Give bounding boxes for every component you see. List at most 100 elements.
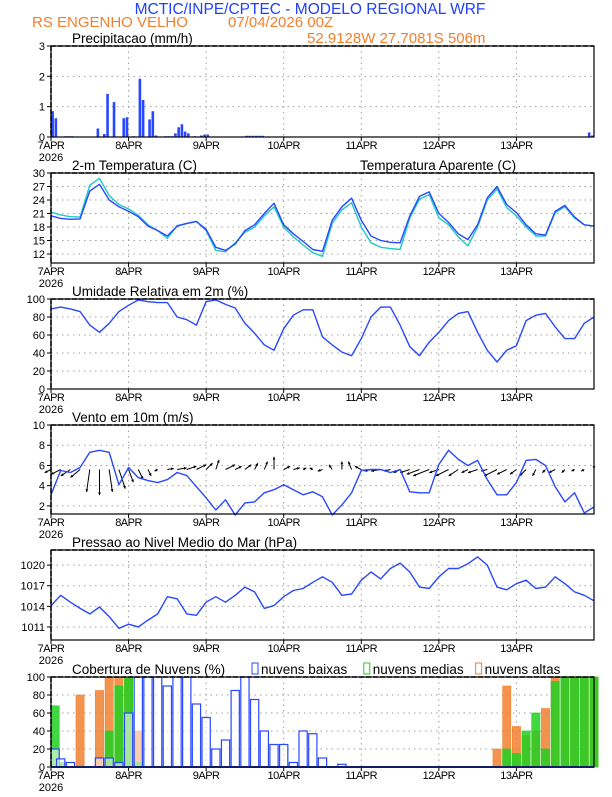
wind-arrow-head [435, 473, 439, 477]
x-tick-label: 13APR [500, 770, 533, 782]
precip-bar [174, 133, 177, 137]
wind-arrow-head [413, 473, 417, 477]
cloud-bar-nuvens-baixas [123, 712, 134, 768]
x-tick-label: 9APR [193, 770, 220, 782]
wind-arrow-head [203, 464, 207, 468]
wind-arrow [154, 468, 158, 472]
cloud-bar-nuvens-medias [570, 676, 580, 768]
cloud-bar-nuvens-baixas [269, 743, 279, 768]
x-tick-label: 9APR [193, 643, 220, 655]
series-line [50, 299, 595, 363]
wind-arrow [98, 469, 101, 496]
wind-arrow [532, 469, 537, 477]
panel-title: Precipitacao (mm/h) [72, 31, 193, 46]
precip-bar [96, 128, 100, 137]
wind-arrow [60, 469, 71, 477]
wind-arrow [580, 468, 585, 472]
wind-arrow [541, 469, 546, 474]
cloud-bar-nuvens-baixas [259, 730, 270, 768]
wind-arrow-head [581, 468, 585, 472]
wind-arrow [435, 469, 449, 477]
x-tick-label: 7APR [38, 392, 65, 404]
y-tick-label: 100 [27, 672, 45, 684]
wind-arrow [225, 464, 236, 470]
cloud-bar-nuvens-medias [579, 676, 589, 768]
x-tick-label: 9APR [193, 140, 220, 152]
x-tick-label: 9APR [193, 517, 220, 529]
cloud-bar-nuvens-baixas [201, 716, 211, 768]
wind-arrow-head [548, 470, 552, 473]
panel-pressure: 1011 1014 1017 1020 7APR 8APR 9APR 10APR 11APR 12… [21, 535, 595, 667]
wind-arrow [205, 462, 213, 470]
wind-arrow [235, 465, 242, 470]
wind-arrow-head [265, 461, 268, 465]
y-tick-label: 60 [33, 708, 45, 720]
wind-arrow-head [561, 469, 565, 473]
wind-arrow [272, 456, 276, 470]
wind-arrow [347, 461, 353, 470]
wind-arrow-head [70, 474, 74, 478]
cloud-bar-nuvens-baixas [240, 676, 250, 768]
x-tick-label: 8APR [115, 643, 142, 655]
x-tick-label: 8APR [115, 770, 142, 782]
y-tick-label: 40 [33, 726, 45, 738]
x-tick-label: 10APR [268, 140, 301, 152]
x-tick-label: 12APR [423, 140, 456, 152]
wind-arrow-head [123, 485, 126, 489]
header-title: MCTIC/INPE/CPTEC - MODELO REGIONAL WRF [135, 1, 486, 18]
wind-arrow [215, 459, 220, 470]
wind-arrow-head [309, 467, 313, 471]
cloud-bar-nuvens-medias [531, 712, 541, 768]
y-tick-label: 40 [33, 348, 45, 360]
x-tick-label: 12APR [423, 770, 456, 782]
y-tick-label: 4 [39, 481, 45, 493]
x-tick-label: 11APR [346, 517, 378, 529]
wind-arrow [176, 466, 187, 470]
wind-arrow [448, 469, 459, 477]
wind-arrow-head [44, 470, 48, 473]
wind-arrow-shaft [412, 469, 430, 477]
cloud-bar-nuvens-altas [75, 694, 85, 768]
cloud-bar-nuvens-baixas [317, 757, 328, 768]
x-tick-label: 12APR [423, 517, 456, 529]
x-tick-label: 10APR [268, 517, 301, 529]
y-tick-label: 1014 [21, 601, 45, 613]
wind-arrow-head [328, 464, 332, 468]
legend-swatch-nuvens-medias [363, 662, 371, 675]
x-tick-label: 13APR [500, 517, 533, 529]
panel-title: Umidade Relativa em 2m (%) [72, 284, 248, 299]
precip-bar [251, 135, 255, 137]
wind-arrow-head [232, 464, 236, 468]
wind-arrow [167, 467, 174, 471]
y-tick-label: 15 [33, 236, 45, 248]
x-tick-label: 9APR [193, 266, 220, 278]
wind-arrow [406, 469, 420, 475]
wind-arrow-shaft [108, 469, 113, 492]
x-tick-label: 11APR [346, 140, 378, 152]
precip-bar [587, 132, 591, 137]
wind-arrow [293, 467, 300, 470]
series-line [50, 183, 595, 253]
panel-wind: 2 4 6 8 10 7APR 8APR 9APR 10APR 11APR 12APR 13APR 20… [33, 410, 596, 541]
cloud-bar-nuvens-baixas [162, 685, 173, 768]
x-tick-label: 13APR [500, 140, 533, 152]
panel-humidity: 0 20 40 60 80 100 7APR 8APR 9APR 10APR 11APR 12APR 1… [27, 284, 595, 416]
x-tick-label: 10APR [268, 392, 301, 404]
precip-bar [141, 99, 145, 137]
precip-bar [51, 111, 54, 137]
precip-bar [187, 133, 190, 137]
wind-arrow-head [148, 472, 152, 476]
cloud-bar-nuvens-baixas [143, 676, 153, 768]
x-tick-label: 12APR [423, 392, 456, 404]
wind-arrow [108, 469, 114, 492]
x-axis-year: 2026 [39, 404, 63, 416]
x-tick-label: 12APR [423, 266, 456, 278]
precip-bar [122, 118, 126, 137]
precip-bar [106, 93, 109, 137]
wind-arrow [85, 469, 91, 492]
x-tick-label: 7APR [38, 643, 65, 655]
x-axis-year: 2026 [39, 529, 63, 541]
x-tick-label: 13APR [500, 266, 533, 278]
precip-bar [180, 124, 184, 137]
